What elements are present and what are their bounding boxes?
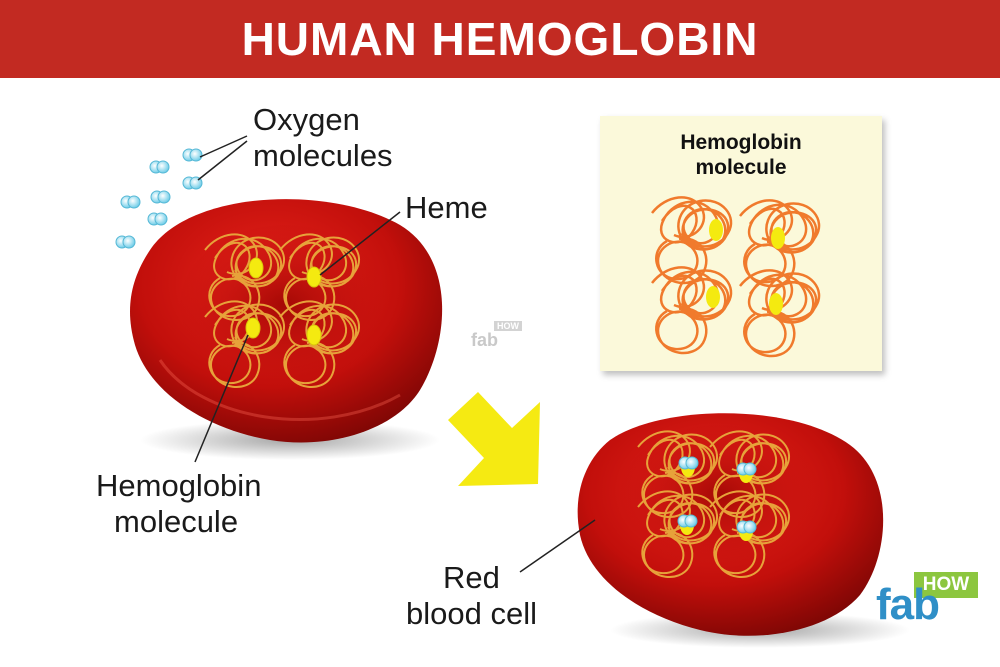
hemoglobin-inset: Hemoglobin molecule	[600, 116, 882, 371]
inset-title: Hemoglobin molecule	[600, 130, 882, 180]
oxygen-label-line1: Oxygen	[253, 102, 360, 137]
fabhow-logo: HOW fab	[876, 570, 981, 630]
logo-fab: fab	[876, 580, 940, 629]
page-title: HUMAN HEMOGLOBIN	[241, 13, 759, 65]
left-red-blood-cell	[130, 199, 443, 460]
watermark-fab: fab	[471, 330, 498, 350]
watermark-how: HOW	[494, 321, 522, 331]
inset-title-line1: Hemoglobin	[680, 131, 802, 154]
hemoglobin-label-line2: molecule	[114, 504, 239, 539]
hemoglobin-label: Hemoglobin molecule	[96, 468, 261, 540]
oxygen-label: Oxygen molecules	[253, 102, 393, 174]
hemoglobin-label-line1: Hemoglobin	[96, 468, 262, 503]
logo-how: HOW	[914, 572, 978, 598]
leader-lines	[194, 135, 596, 573]
transition-arrow	[448, 392, 540, 486]
title-banner: HUMAN HEMOGLOBIN	[0, 0, 1000, 78]
heme-label: Heme	[405, 190, 488, 225]
red-label-line2: blood cell	[406, 596, 537, 631]
inset-molecule	[650, 196, 821, 358]
oxygen-label-line2: molecules	[253, 138, 393, 173]
red-blood-cell-label: Red blood cell	[406, 560, 537, 632]
right-red-blood-cell	[577, 413, 910, 648]
inset-title-line2: molecule	[695, 156, 787, 179]
red-label-line1: Red	[443, 560, 500, 595]
